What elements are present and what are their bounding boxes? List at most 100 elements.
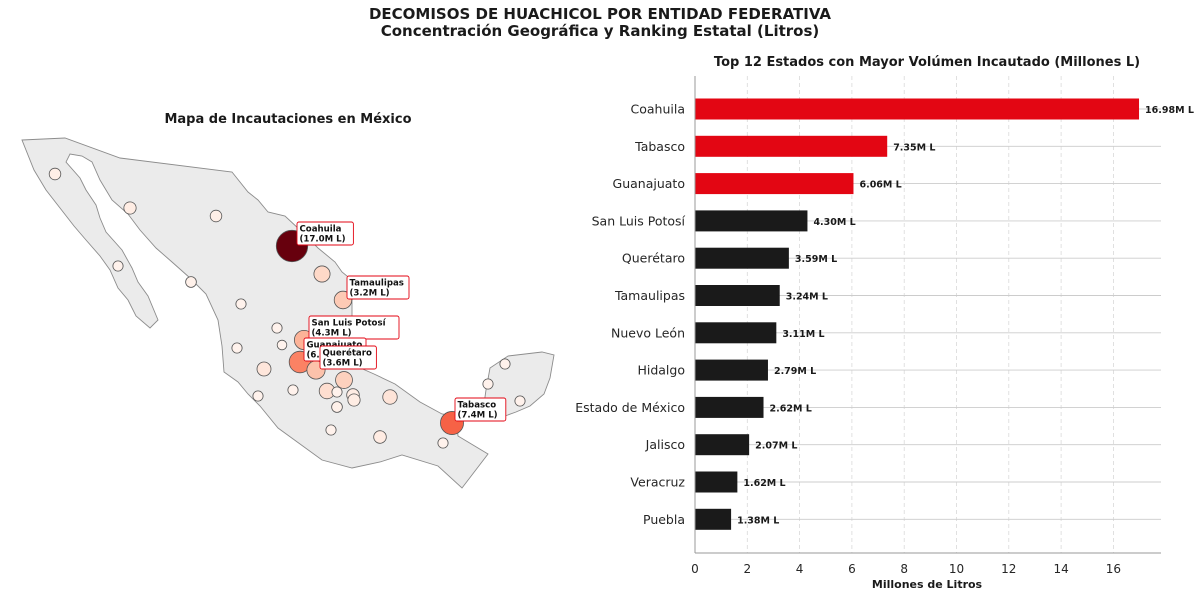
state-annotation: San Luis Potosí(4.3M L): [308, 315, 400, 340]
category-label: San Luis Potosí: [592, 213, 686, 228]
value-label: 16.98M L: [1145, 105, 1194, 116]
bar: [695, 396, 764, 418]
bar: [695, 210, 808, 232]
value-label: 1.38M L: [737, 515, 779, 526]
annotation-text: (4.3M L): [312, 329, 352, 339]
x-tick-label: 6: [848, 562, 856, 576]
x-axis-label: Millones de Litros: [872, 578, 983, 591]
category-label: Veracruz: [630, 475, 685, 490]
map-panel: Mapa de Incautaciones en México Coahuila…: [21, 112, 555, 489]
x-tick-label: 8: [900, 562, 908, 576]
state-marker: [112, 260, 124, 272]
state-marker: [209, 209, 223, 223]
x-tick-label: 10: [949, 562, 964, 576]
annotation-text: (3.2M L): [350, 289, 390, 299]
annotation-box: [296, 221, 354, 246]
x-tick-label: 16: [1106, 562, 1121, 576]
category-label: Jalisco: [645, 437, 685, 452]
value-label: 3.11M L: [782, 329, 824, 340]
state-marker: [335, 371, 353, 389]
x-tick-label: 2: [743, 562, 751, 576]
state-annotation: Tabasco(7.4M L): [454, 397, 507, 422]
bar: [695, 135, 888, 157]
state-annotation: Tamaulipas(3.2M L): [346, 275, 410, 300]
value-label: 3.24M L: [786, 292, 828, 303]
state-marker: [331, 386, 343, 398]
state-marker: [185, 276, 197, 288]
annotation-text: Guanajuato: [307, 341, 363, 351]
bars: Coahuila 16.98M L Tabasco 7.35M L Guanajuato…: [575, 98, 1194, 530]
bar: [695, 322, 777, 344]
annotation-text: Tabasco: [458, 401, 497, 411]
bar-panel: Top 12 Estados con Mayor Volúmen Incauta…: [575, 55, 1194, 591]
state-marker: [499, 358, 511, 370]
bar-axes: 0 2 4 6 8 10 12 14 16: [691, 76, 1161, 576]
category-label: Estado de México: [575, 400, 685, 415]
value-label: 2.62M L: [770, 403, 812, 414]
state-marker: [276, 339, 288, 351]
state-marker: [231, 342, 243, 354]
state-marker: [331, 401, 343, 413]
bar: [695, 508, 732, 530]
state-marker: [373, 430, 387, 444]
state-marker: [482, 378, 494, 390]
bar: [695, 173, 854, 195]
state-marker: [123, 201, 137, 215]
value-label: 2.07M L: [755, 441, 797, 452]
state-marker: [325, 424, 337, 436]
x-tick-label: 4: [796, 562, 804, 576]
bar: [695, 247, 789, 269]
annotation-text: (7.4M L): [458, 411, 498, 421]
annotation-text: San Luis Potosí: [312, 319, 387, 329]
figure-title: DECOMISOS DE HUACHICOL POR ENTIDAD FEDER…: [368, 5, 832, 23]
bar: [695, 285, 780, 306]
state-marker: [256, 361, 272, 377]
value-label: 3.59M L: [795, 254, 837, 265]
state-marker: [252, 390, 264, 402]
annotation-text: Tamaulipas: [350, 279, 404, 289]
state-marker: [437, 437, 449, 449]
annotation-text: Coahuila: [300, 225, 342, 235]
value-label: 6.06M L: [859, 180, 901, 191]
value-label: 4.30M L: [813, 217, 855, 228]
figure-subtitle: Concentración Geográfica y Ranking Estat…: [380, 22, 820, 40]
bar: [695, 98, 1140, 120]
state-marker: [48, 167, 62, 181]
category-label: Querétaro: [622, 251, 685, 266]
state-marker: [514, 395, 526, 407]
value-label: 1.62M L: [743, 478, 785, 489]
category-label: Tamaulipas: [614, 288, 685, 303]
x-tick-label: 12: [1001, 562, 1016, 576]
annotation-text: (17.0M L): [300, 235, 346, 245]
bar-chart-title: Top 12 Estados con Mayor Volúmen Incauta…: [714, 55, 1140, 70]
state-marker: [287, 384, 299, 396]
x-tick-label: 0: [691, 562, 699, 576]
bar: [695, 434, 750, 456]
annotation-box: [346, 275, 410, 300]
x-tick-label: 14: [1053, 562, 1068, 576]
value-label: 7.35M L: [893, 142, 935, 153]
category-label: Hidalgo: [637, 363, 685, 378]
state-marker: [235, 298, 247, 310]
category-label: Coahuila: [631, 102, 686, 117]
state-annotation: Coahuila(17.0M L): [296, 221, 354, 246]
category-label: Nuevo León: [611, 325, 685, 340]
state-marker: [382, 389, 398, 405]
bar: [695, 359, 768, 381]
state-annotation: Querétaro(3.6M L): [319, 345, 377, 370]
mexico-mainland-shape: [21, 137, 555, 489]
state-marker: [313, 265, 331, 283]
bar: [695, 471, 738, 493]
annotation-box: [319, 345, 377, 370]
annotation-text: Querétaro: [323, 348, 372, 359]
value-label: 2.79M L: [774, 366, 816, 377]
annotation-text: (3.6M L): [323, 359, 363, 369]
annotation-box: [454, 397, 507, 422]
state-marker: [271, 322, 283, 334]
category-label: Guanajuato: [613, 176, 685, 191]
category-label: Puebla: [643, 512, 685, 527]
category-label: Tabasco: [634, 139, 685, 154]
map-labels: Coahuila(17.0M L) Tamaulipas(3.2M L) San L…: [296, 221, 507, 422]
state-marker: [347, 393, 361, 407]
